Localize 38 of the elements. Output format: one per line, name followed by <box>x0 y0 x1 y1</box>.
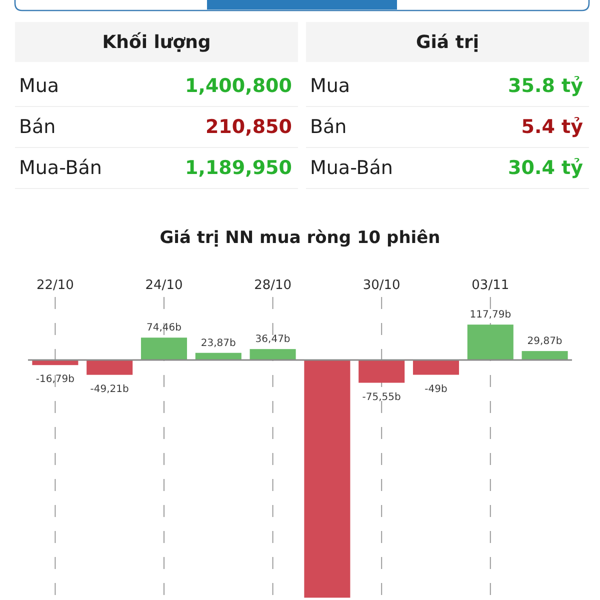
bar <box>304 360 350 598</box>
chart-title: Giá trị NN mua ròng 10 phiên <box>160 228 440 248</box>
x-tick-label: 22/10 <box>36 278 74 293</box>
data-label: 30.4 tỷ <box>508 157 584 179</box>
category-label: Bán <box>310 116 347 138</box>
bar <box>250 349 296 360</box>
category-label: Mua <box>19 75 60 97</box>
data-label: 36,47b <box>255 334 290 346</box>
bar <box>86 360 133 375</box>
bar <box>358 360 405 383</box>
category-label: Mua-Bán <box>310 157 393 179</box>
x-tick-label: 28/10 <box>254 278 292 293</box>
data-label: -75,55b <box>362 392 401 403</box>
data-label: 1,400,800 <box>185 75 292 97</box>
bar <box>140 338 188 360</box>
data-label: 35.8 tỷ <box>508 75 584 97</box>
x-tick-label: 24/10 <box>145 278 183 293</box>
data-label: 74,46b <box>146 322 182 334</box>
data-label: 1,189,950 <box>185 157 292 179</box>
x-tick-label: 03/11 <box>472 278 510 293</box>
bar <box>412 360 460 375</box>
text: Khối lượng <box>102 32 211 53</box>
data-label: 23,87b <box>200 338 236 349</box>
data-label: -49,21b <box>90 384 129 395</box>
data-label: 117,79b <box>470 310 512 321</box>
text: Giá trị <box>416 32 480 53</box>
bar <box>195 352 242 360</box>
category-label: Mua-Bán <box>19 157 102 179</box>
data-label: -16,79b <box>36 374 74 386</box>
bar <box>467 324 514 360</box>
x-tick-label: 30/10 <box>362 278 400 293</box>
category-label: Bán <box>19 116 56 138</box>
data-label: 5.4 tỷ <box>521 116 584 138</box>
bar <box>522 351 568 360</box>
data-label: 29,87b <box>527 336 562 348</box>
category-label: Mua <box>310 75 350 97</box>
data-label: -49b <box>424 384 448 395</box>
data-label: 210,850 <box>205 116 292 138</box>
